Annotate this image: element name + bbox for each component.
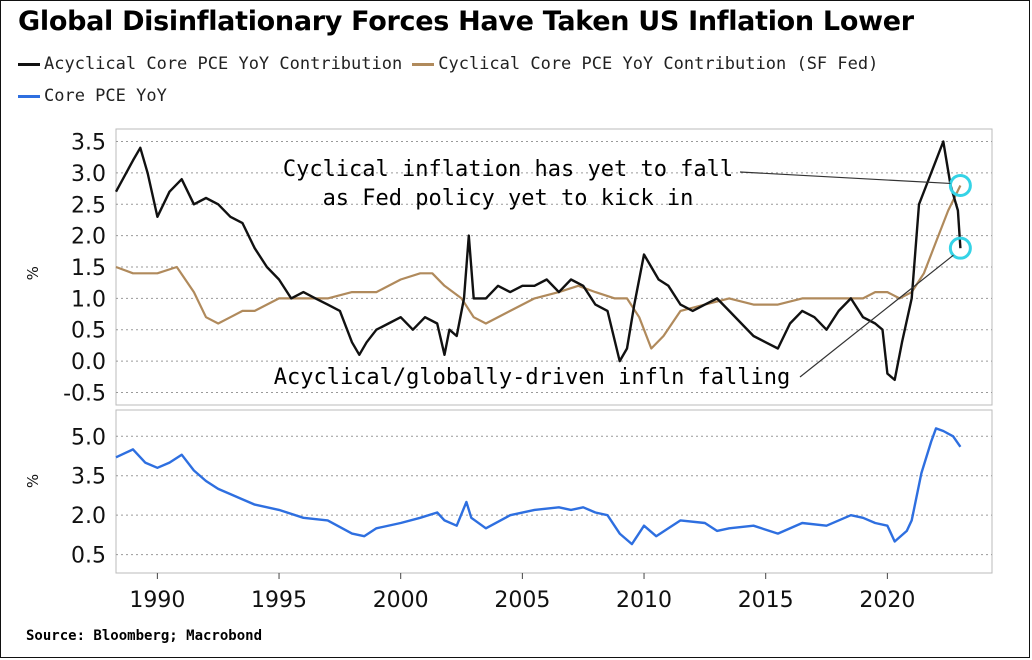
legend-label-core: Core PCE YoY — [44, 86, 167, 106]
series-line-acyclical — [114, 140, 962, 382]
x-tick-label: 1990 — [129, 588, 185, 613]
series-line-core-pce — [115, 427, 962, 546]
highlight-circle-acyclical — [948, 236, 972, 260]
top-ytick-label: 3.5 — [71, 131, 106, 156]
bottom-ytick-label: 3.5 — [71, 465, 106, 490]
x-tick-label: 2010 — [616, 588, 672, 613]
top-ytick-label: 1.0 — [71, 287, 106, 312]
top-ytick-label: 3.0 — [71, 162, 106, 187]
bottom-panel-frame — [115, 409, 993, 574]
legend-item-acyclical: Acyclical Core PCE YoY Contribution — [18, 54, 402, 74]
annotation-acyclical: Acyclical/globally-driven infln falling — [274, 365, 791, 390]
x-tick-label: 2020 — [859, 588, 915, 613]
highlight-circle-cyclical — [948, 173, 972, 197]
legend-swatch-acyclical — [18, 62, 40, 66]
annotation-connector-cyclical — [739, 171, 951, 185]
annotation-cyclical-line2: as Fed policy yet to kick in — [323, 186, 694, 211]
chart-title: Global Disinflationary Forces Have Taken… — [18, 6, 914, 37]
top-ytick-label: 0.5 — [71, 319, 106, 344]
top-ytick-label: 2.0 — [71, 225, 106, 250]
bottom-ytick-label: 2.0 — [71, 504, 106, 529]
top-ytick-label: 1.5 — [71, 256, 106, 281]
legend-item-cyclical: Cyclical Core PCE YoY Contribution (SF F… — [412, 54, 878, 74]
source-note: Source: Bloomberg; Macrobond — [26, 628, 263, 644]
top-ylabel: % — [24, 266, 42, 280]
x-tick-label: 2005 — [494, 588, 550, 613]
legend-label-acyclical: Acyclical Core PCE YoY Contribution — [44, 54, 403, 74]
bottom-ytick-label: 0.5 — [71, 544, 106, 569]
legend-swatch-core — [18, 94, 40, 98]
x-tick-label: 1995 — [251, 588, 307, 613]
bottom-ylabel: % — [24, 474, 42, 488]
bottom-ytick-label: 5.0 — [71, 425, 106, 450]
legend-label-cyclical: Cyclical Core PCE YoY Contribution (SF F… — [438, 54, 879, 74]
top-ytick-label: 2.5 — [71, 193, 106, 218]
legend-swatch-cyclical — [412, 62, 435, 66]
annotation-cyclical-line1: Cyclical inflation has yet to fall — [283, 157, 733, 182]
x-tick-label: 2000 — [373, 588, 429, 613]
top-ytick-label: -0.5 — [63, 381, 106, 406]
top-ytick-label: 0.0 — [71, 350, 106, 375]
legend-row-2: Core PCE YoY — [18, 86, 177, 106]
legend-row-1: Acyclical Core PCE YoY Contribution Cycl… — [18, 54, 888, 74]
annotation-connector-acyclical — [799, 254, 954, 378]
legend-item-core: Core PCE YoY — [18, 86, 167, 106]
x-tick-label: 2015 — [738, 588, 794, 613]
